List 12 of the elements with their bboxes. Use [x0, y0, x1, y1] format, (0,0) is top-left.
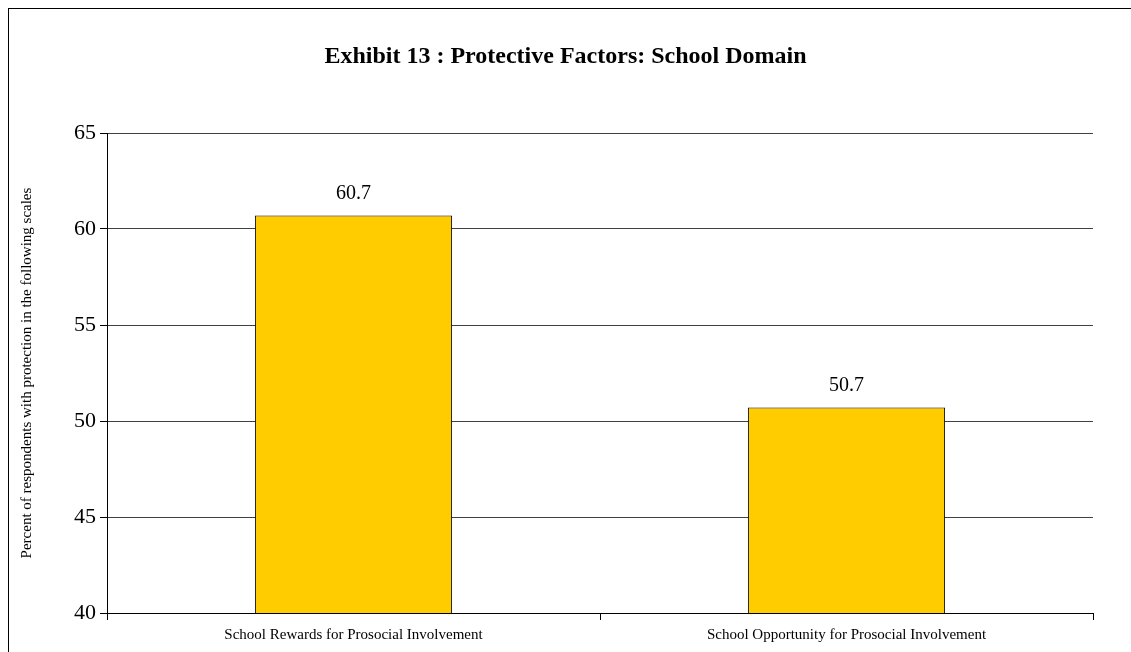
x-tick-label: School Rewards for Prosocial Involvement: [224, 625, 484, 642]
y-axis-title: Percent of respondents with protection in the following scales: [17, 187, 34, 559]
data-label: 60.7: [336, 180, 371, 203]
y-tick-label: 55: [74, 310, 96, 336]
y-tick-label: 45: [74, 502, 96, 528]
chart-title: Exhibit 13 : Protective Factors: School Domain: [324, 42, 807, 69]
data-label: 50.7: [829, 372, 864, 395]
y-tick-label: 65: [74, 118, 96, 144]
y-tick-label: 40: [74, 598, 96, 624]
y-tick-label: 50: [74, 406, 96, 432]
x-tick-label: School Opportunity for Prosocial Involvement: [706, 625, 987, 642]
y-tick-label: 60: [74, 214, 96, 240]
